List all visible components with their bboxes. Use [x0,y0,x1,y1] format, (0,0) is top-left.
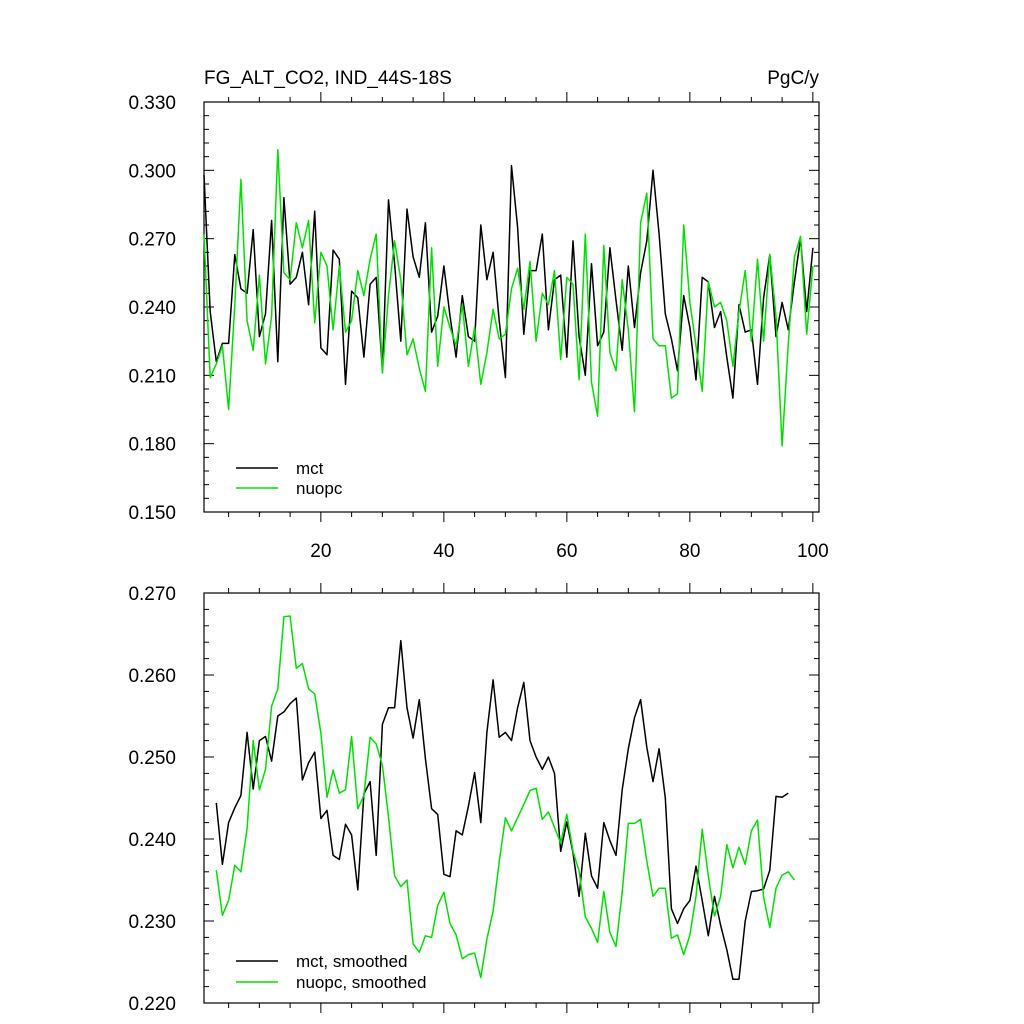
y-tick-label: 0.260 [128,666,176,687]
top-chart-units: PgC/y [767,68,819,89]
y-tick-label: 0.210 [128,366,176,387]
bottom-panel: 0.220 0.230 0.240 0.250 0.260 0.270 mct, smoo… [128,583,820,1015]
bottom-plot-frame [203,592,820,1004]
bottom-axes: 0.220 0.230 0.240 0.250 0.260 0.270 [128,583,819,1015]
series-line-nuopc-smoothed [215,615,796,979]
top-panel: FG_ALT_CO2, IND_44S-18S PgC/y 20 40 60 80 10… [128,68,828,562]
y-tick-label: 0.300 [128,161,176,182]
series-line-nuopc [203,149,814,447]
y-tick-label: 0.250 [128,748,176,769]
y-tick-label: 0.240 [128,298,176,319]
series-line-mct-smoothed [215,639,789,980]
top-series-lines [203,149,814,447]
bottom-legend: mct, smoothed nuopc, smoothed [236,952,426,992]
y-tick-label: 0.150 [128,503,176,524]
legend-label: mct, smoothed [296,952,408,971]
top-axes: 20 40 60 80 100 0.150 0.180 0.210 0.240 0.270 0.30… [128,92,829,562]
y-tick-label: 0.270 [128,584,176,605]
y-tick-label: 0.230 [128,912,176,933]
bottom-series-lines [215,615,796,980]
x-tick-label: 40 [433,541,454,562]
x-tick-label: 80 [679,541,700,562]
x-tick-label: 100 [797,541,829,562]
legend-label: mct [296,459,324,478]
series-line-mct [203,165,814,399]
top-chart-title: FG_ALT_CO2, IND_44S-18S [204,68,452,89]
legend-label: nuopc, smoothed [296,973,426,992]
y-tick-label: 0.180 [128,435,176,456]
y-tick-label: 0.270 [128,230,176,251]
top-plot-frame [203,101,820,513]
legend-label: nuopc [296,479,343,498]
x-tick-label: 60 [556,541,577,562]
y-tick-label: 0.240 [128,830,176,851]
y-tick-label: 0.330 [128,93,176,114]
y-tick-label: 0.220 [128,994,176,1015]
x-tick-label: 20 [310,541,331,562]
